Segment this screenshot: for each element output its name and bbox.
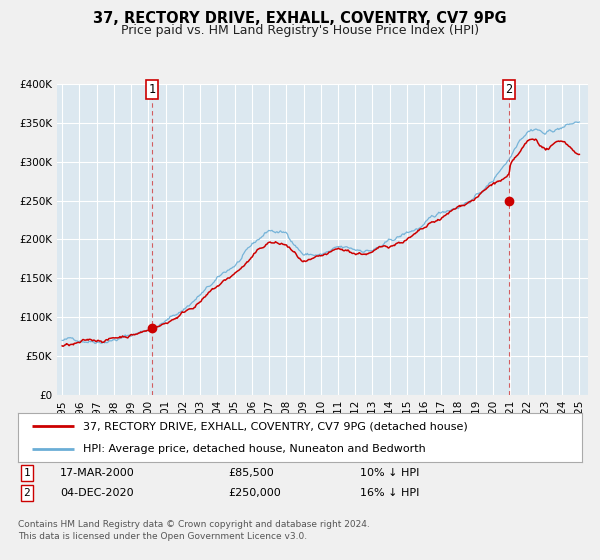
- Text: 17-MAR-2000: 17-MAR-2000: [60, 468, 135, 478]
- Text: Price paid vs. HM Land Registry's House Price Index (HPI): Price paid vs. HM Land Registry's House …: [121, 24, 479, 36]
- Text: 04-DEC-2020: 04-DEC-2020: [60, 488, 134, 498]
- Text: HPI: Average price, detached house, Nuneaton and Bedworth: HPI: Average price, detached house, Nune…: [83, 444, 425, 454]
- Text: 16% ↓ HPI: 16% ↓ HPI: [360, 488, 419, 498]
- Text: £85,500: £85,500: [228, 468, 274, 478]
- Text: £250,000: £250,000: [228, 488, 281, 498]
- Text: Contains HM Land Registry data © Crown copyright and database right 2024.
This d: Contains HM Land Registry data © Crown c…: [18, 520, 370, 541]
- Text: 10% ↓ HPI: 10% ↓ HPI: [360, 468, 419, 478]
- Text: 1: 1: [148, 83, 155, 96]
- Text: 37, RECTORY DRIVE, EXHALL, COVENTRY, CV7 9PG: 37, RECTORY DRIVE, EXHALL, COVENTRY, CV7…: [93, 11, 507, 26]
- Text: 1: 1: [23, 468, 31, 478]
- Text: 2: 2: [505, 83, 512, 96]
- Text: 2: 2: [23, 488, 31, 498]
- Text: 37, RECTORY DRIVE, EXHALL, COVENTRY, CV7 9PG (detached house): 37, RECTORY DRIVE, EXHALL, COVENTRY, CV7…: [83, 421, 467, 431]
